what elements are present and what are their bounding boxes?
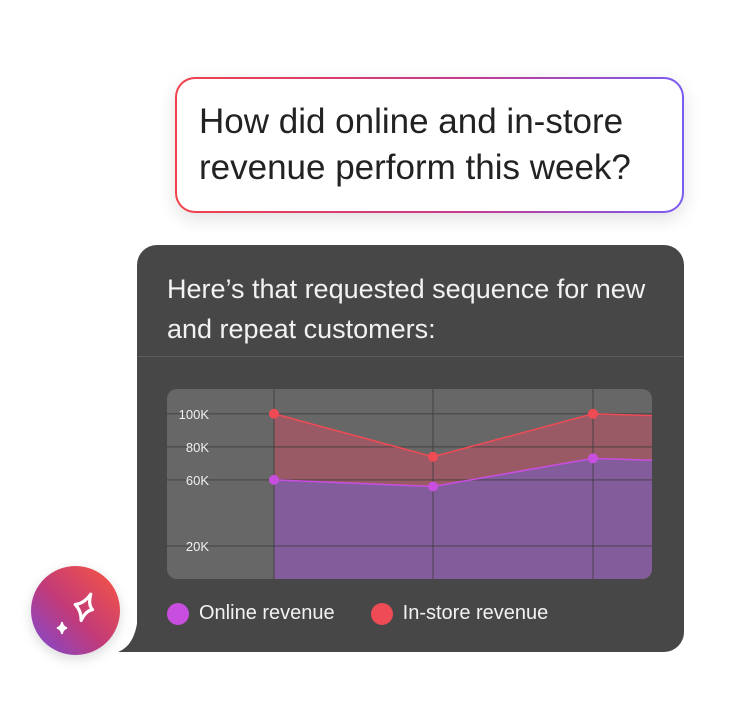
chart-legend: Online revenue In-store revenue (167, 602, 548, 625)
revenue-chart: 100K 80K 60K 20K (167, 389, 652, 579)
online-area (274, 458, 652, 579)
y-tick-label: 20K (186, 539, 209, 554)
assistant-message-text: Here’s that requested sequence for new a… (167, 274, 646, 344)
online-point (269, 474, 279, 485)
legend-online-label: Online revenue (199, 602, 335, 624)
legend-online: Online revenue (167, 602, 335, 625)
instore-line (273, 413, 652, 458)
online-line (273, 457, 652, 488)
online-point (428, 481, 438, 492)
chart-svg: 100K 80K 60K 20K (167, 389, 652, 579)
y-tick-label: 60K (186, 473, 209, 488)
assistant-response-card: Here’s that requested sequence for new a… (137, 245, 684, 652)
assistant-avatar (31, 566, 120, 655)
legend-instore-label: In-store revenue (402, 602, 549, 624)
y-tick-label: 100K (179, 407, 210, 422)
online-point (588, 453, 598, 464)
instore-point (588, 408, 598, 419)
instore-point (428, 451, 438, 462)
bubble-tail (118, 615, 158, 652)
legend-instore: In-store revenue (370, 602, 549, 625)
user-message-bubble: How did online and in-store revenue perf… (175, 77, 684, 213)
legend-online-swatch (167, 602, 189, 625)
divider (137, 356, 684, 357)
instore-point (269, 408, 279, 419)
user-message-text: How did online and in-store revenue perf… (177, 79, 682, 211)
y-tick-label: 80K (186, 440, 209, 455)
legend-instore-swatch (370, 602, 393, 625)
sparkle-icon (56, 592, 95, 635)
